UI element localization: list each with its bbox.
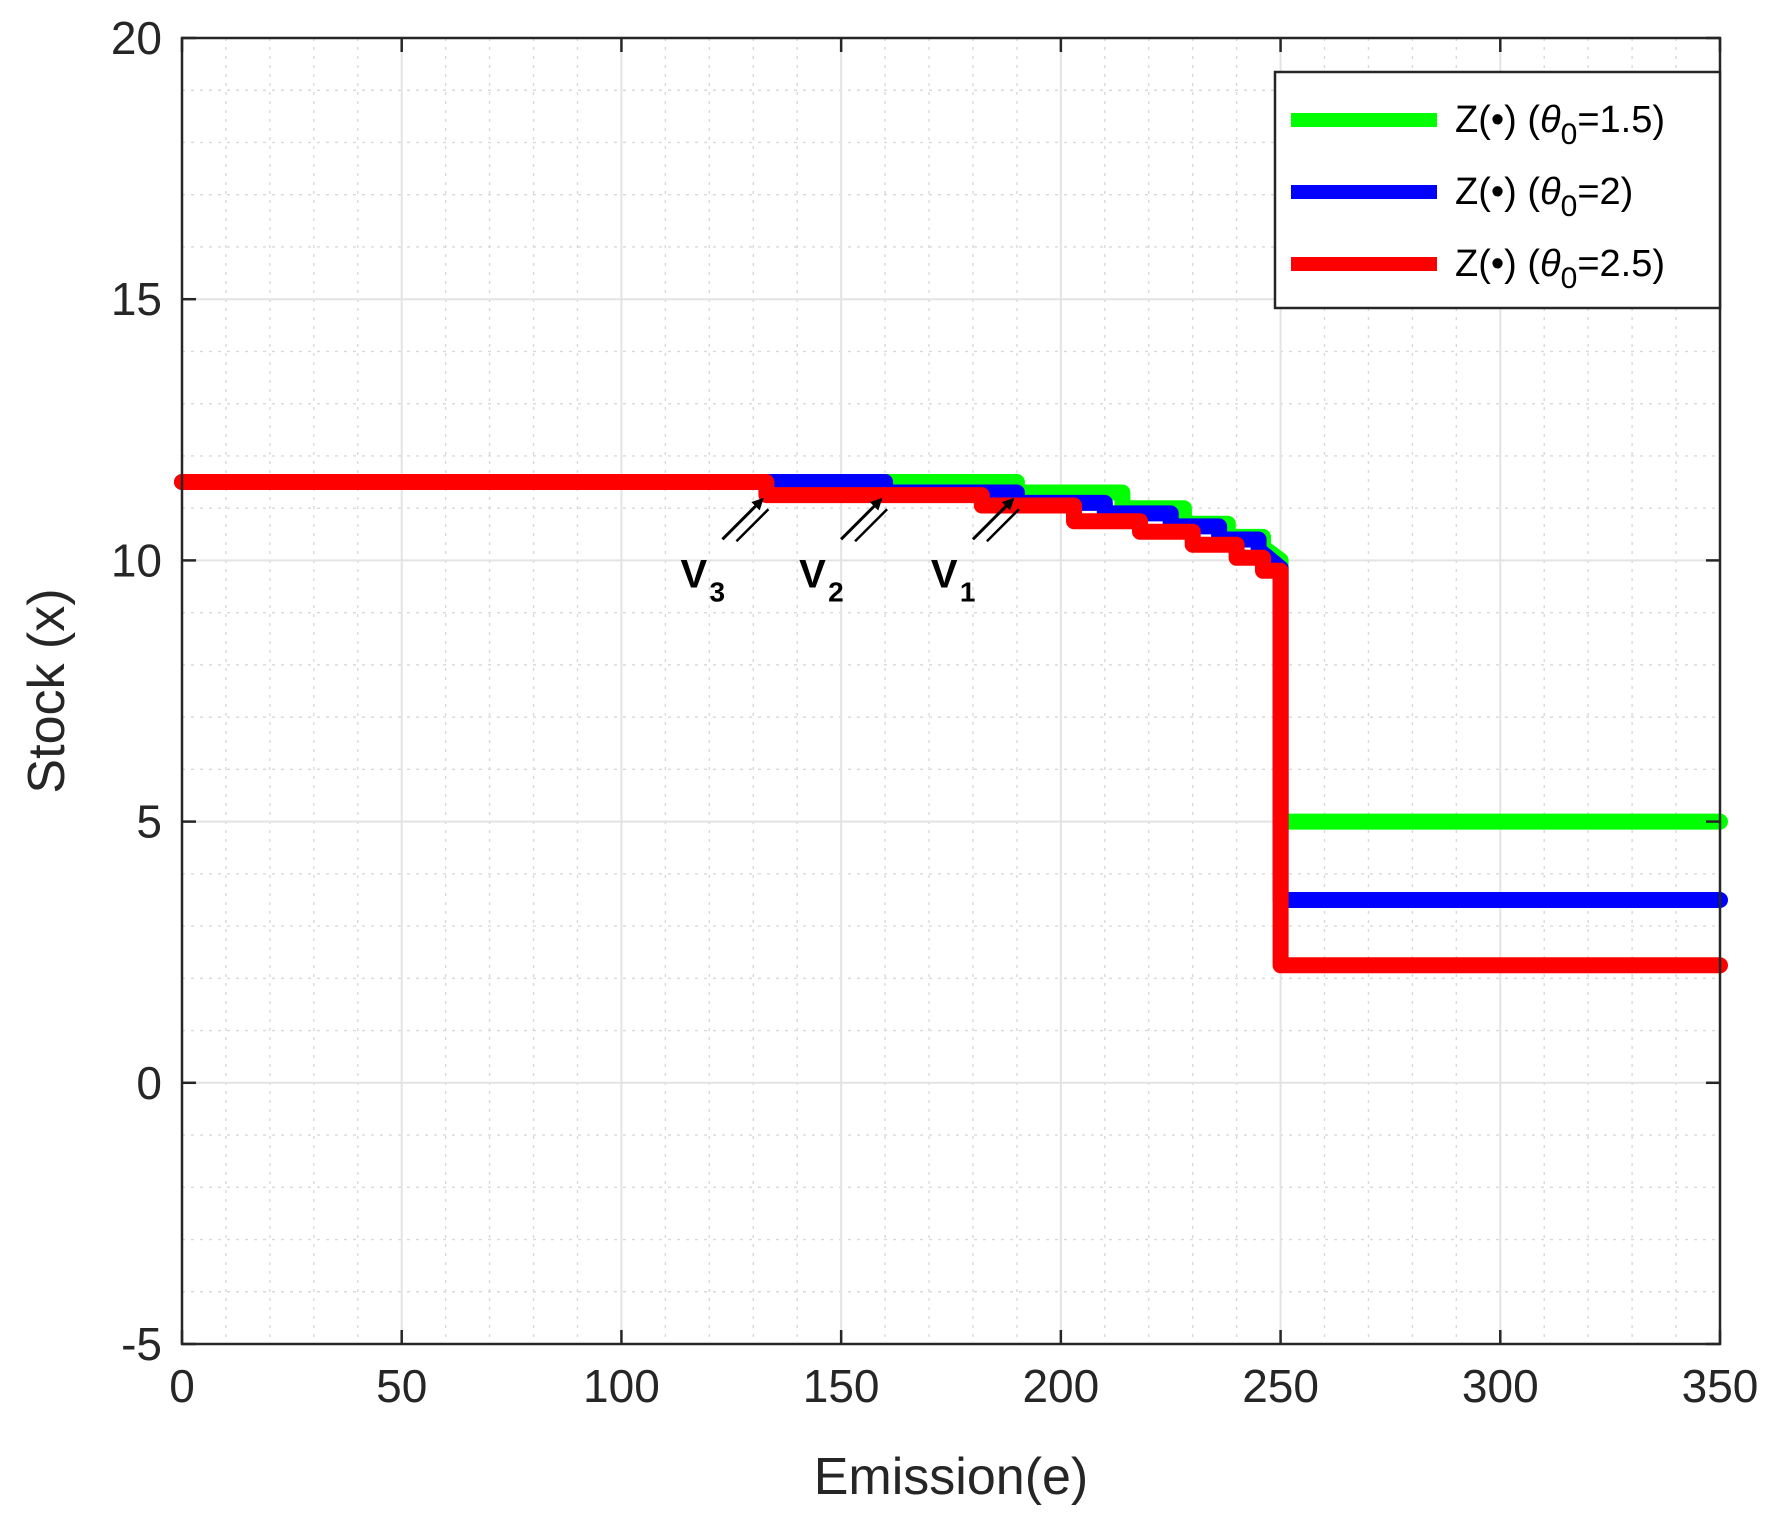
- annotation-arrow-fletch: [735, 508, 770, 543]
- legend-item-2: Z(•) (θ0=2): [1291, 171, 1633, 223]
- x-tick-label: 50: [376, 1360, 427, 1412]
- legend-label: Z(•) (θ0=2.5): [1455, 243, 1665, 295]
- annotation-subscript: 2: [828, 576, 844, 607]
- annotation-arrow: [971, 497, 1015, 541]
- y-tick-label: 10: [111, 534, 162, 586]
- legend-item-1: Z(•) (θ0=1.5): [1291, 99, 1665, 151]
- legend: Z(•) (θ0=1.5) Z(•) (θ0=2) Z(•) (θ0=2.5): [1273, 70, 1722, 310]
- y-tick-label: -5: [121, 1318, 162, 1370]
- annotation-label: V: [931, 552, 958, 596]
- annotation-subscript: 3: [709, 576, 725, 607]
- y-axis-label: Stock (x): [18, 588, 76, 793]
- series-line-1: [174, 474, 1728, 830]
- axes: [180, 36, 1722, 1346]
- annotation-arrow-fletch: [986, 508, 1020, 543]
- x-tick-label: 350: [1682, 1360, 1759, 1412]
- annotation-arrow: [721, 497, 764, 541]
- x-axis-label: Emission(e): [814, 1448, 1089, 1506]
- annotation-subscript: 1: [960, 576, 976, 607]
- legend-label: Z(•) (θ0=1.5): [1455, 99, 1665, 151]
- plot-frame: [180, 36, 1722, 1346]
- x-tick-label: 150: [803, 1360, 880, 1412]
- legend-item-3: Z(•) (θ0=2.5): [1291, 243, 1665, 295]
- axis-labels: Emission(e) Stock (x): [18, 588, 1088, 1506]
- x-tick-label: 200: [1022, 1360, 1099, 1412]
- y-tick-label: 0: [136, 1057, 162, 1109]
- annotation-label: V: [799, 552, 826, 596]
- annotation-arrow-fletch: [854, 508, 888, 543]
- y-tick-label: 20: [111, 12, 162, 64]
- annotation-label: V: [680, 552, 707, 596]
- x-tick-label: 300: [1462, 1360, 1539, 1412]
- annotation-arrow: [840, 497, 883, 541]
- x-tick-label: 100: [583, 1360, 660, 1412]
- series-line-2: [174, 474, 1728, 908]
- x-tick-label: 250: [1242, 1360, 1319, 1412]
- y-tick-label: 15: [111, 273, 162, 325]
- x-tick-label: 0: [169, 1360, 195, 1412]
- legend-label: Z(•) (θ0=2): [1455, 171, 1633, 223]
- series-line-3: [174, 474, 1728, 974]
- plot-series: [174, 474, 1728, 974]
- y-tick-label: 5: [136, 796, 162, 848]
